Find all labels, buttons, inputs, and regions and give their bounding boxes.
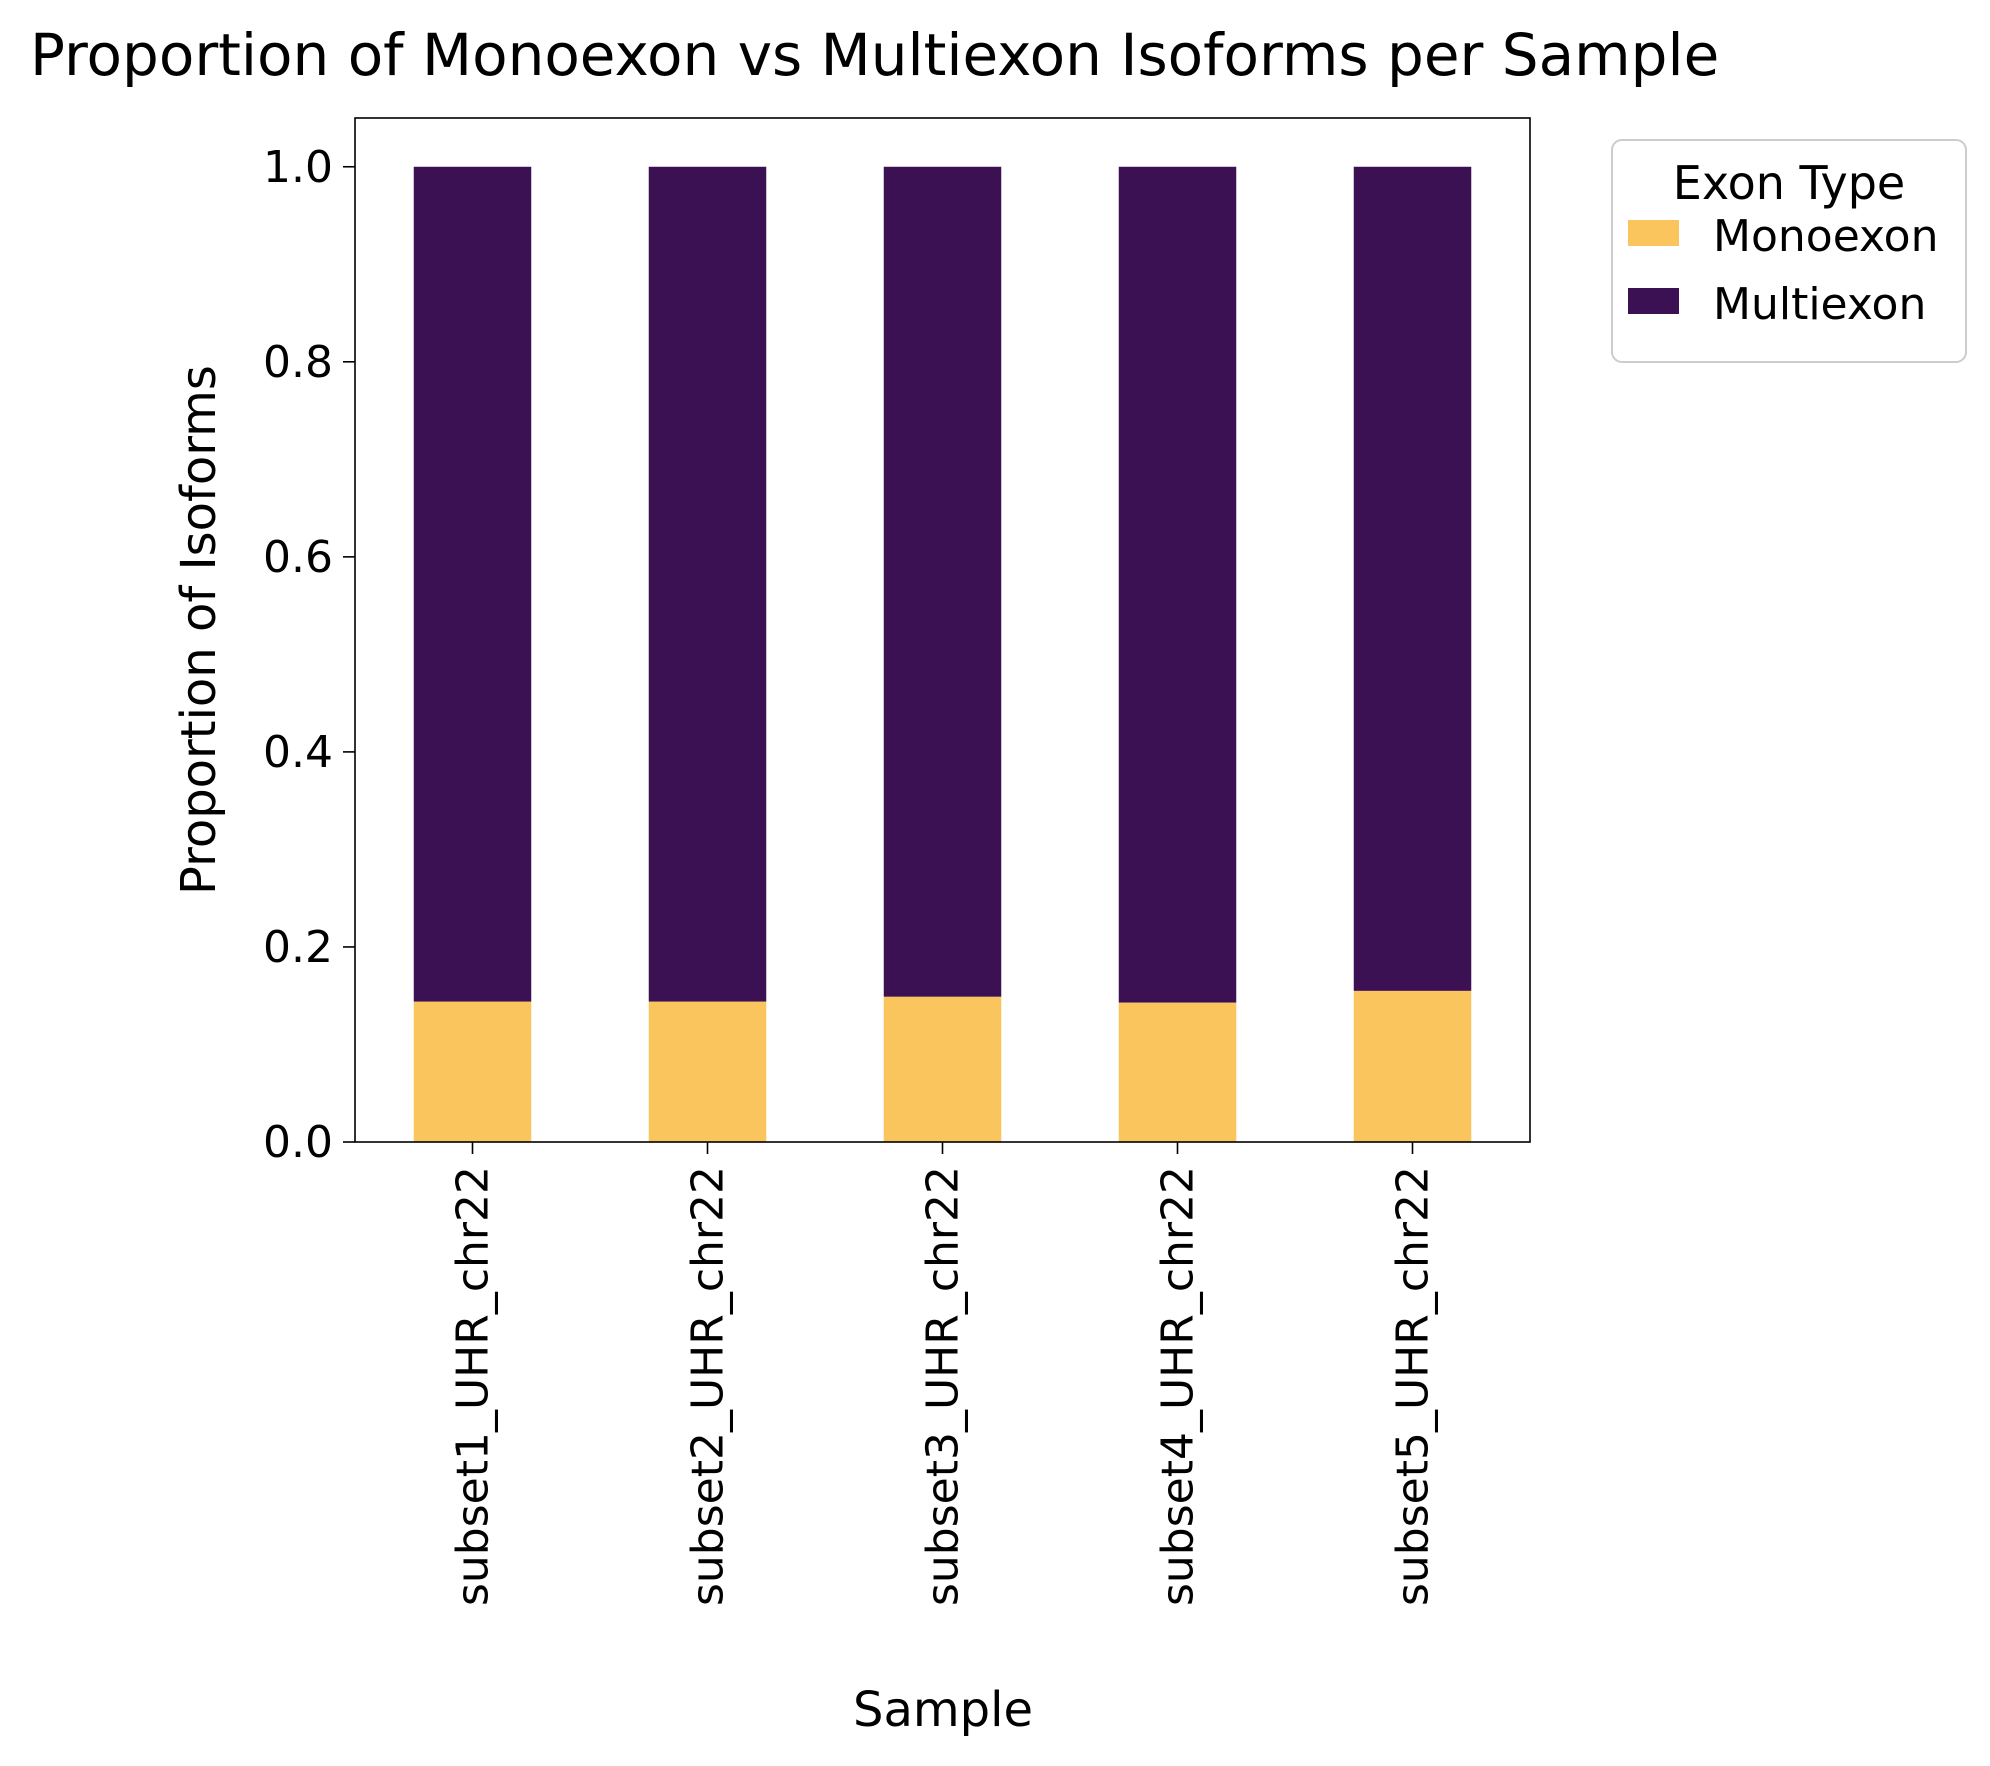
x-tick-label: subset1_UHR_chr22 bbox=[448, 1166, 499, 1606]
y-tick-label: 0.2 bbox=[263, 922, 333, 973]
x-axis: subset1_UHR_chr22 subset2_UHR_chr22 subset… bbox=[448, 1142, 1439, 1606]
x-tick-label: subset5_UHR_chr22 bbox=[1388, 1166, 1439, 1606]
y-tick-label: 1.0 bbox=[263, 142, 333, 193]
bar-monoexon-1 bbox=[413, 1001, 532, 1142]
y-tick-label: 0.8 bbox=[263, 337, 333, 388]
bars-layer bbox=[413, 166, 1472, 1142]
x-tick-label: subset2_UHR_chr22 bbox=[683, 1166, 734, 1606]
bar-multiexon-4 bbox=[1118, 166, 1237, 1003]
bar-multiexon-1 bbox=[413, 166, 532, 1002]
bar-monoexon-4 bbox=[1118, 1002, 1237, 1142]
legend: Exon Type Monoexon Multiexon bbox=[1611, 139, 1967, 363]
legend-label-multiexon: Multiexon bbox=[1713, 279, 1926, 330]
bar-multiexon-2 bbox=[648, 166, 767, 1002]
bar-multiexon-3 bbox=[883, 166, 1002, 997]
legend-items: Monoexon Multiexon bbox=[1628, 211, 1938, 330]
bar-monoexon-2 bbox=[648, 1001, 767, 1142]
bar-monoexon-5 bbox=[1353, 990, 1472, 1142]
legend-label-monoexon: Monoexon bbox=[1713, 211, 1938, 262]
bar-monoexon-3 bbox=[883, 996, 1002, 1142]
x-tick-label: subset3_UHR_chr22 bbox=[918, 1166, 969, 1606]
legend-swatch-multiexon bbox=[1628, 288, 1679, 314]
y-axis: 0.0 0.2 0.4 0.6 0.8 1.0 bbox=[263, 142, 355, 1168]
legend-title: Exon Type bbox=[1673, 156, 1905, 210]
y-tick-label: 0.4 bbox=[263, 727, 333, 778]
x-tick-label: subset4_UHR_chr22 bbox=[1153, 1166, 1204, 1606]
y-tick-label: 0.6 bbox=[263, 532, 333, 583]
y-axis-label: Proportion of Isoforms bbox=[171, 365, 227, 895]
legend-swatch-monoexon bbox=[1628, 220, 1679, 246]
bar-multiexon-5 bbox=[1353, 166, 1472, 991]
legend-box bbox=[1611, 139, 1967, 363]
x-axis-label: Sample bbox=[853, 1682, 1033, 1738]
y-tick-label: 0.0 bbox=[263, 1117, 333, 1168]
chart-title: Proportion of Monoexon vs Multiexon Isof… bbox=[30, 21, 1719, 89]
